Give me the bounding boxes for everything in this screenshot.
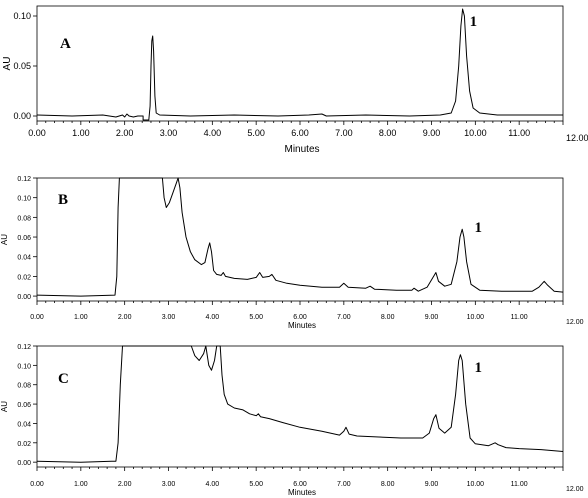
peak-label: 1 xyxy=(474,360,482,376)
x-axis-label: Minutes xyxy=(288,321,316,330)
x-tick-label: 11.00 xyxy=(511,481,528,488)
x-tick-label: 5.00 xyxy=(249,314,263,321)
x-tick-label: 10.00 xyxy=(467,314,485,321)
x-tick-label: 12.00 xyxy=(566,133,588,143)
y-tick-label: 0.08 xyxy=(17,215,31,222)
y-axis-label: AU xyxy=(2,57,13,71)
x-tick-label: 10.00 xyxy=(467,481,485,488)
y-tick-label: 0.12 xyxy=(17,344,31,351)
y-tick-label: 0.05 xyxy=(13,61,31,71)
x-tick-label: 2.00 xyxy=(116,128,134,138)
x-tick-label: 6.00 xyxy=(291,128,309,138)
x-tick-label: 12.00 xyxy=(566,486,584,493)
y-tick-label: 0.02 xyxy=(17,441,31,448)
y-axis-label: AU xyxy=(0,234,9,245)
peak-label: 1 xyxy=(470,14,478,30)
x-tick-label: 7.00 xyxy=(335,128,353,138)
y-tick-label: 0.10 xyxy=(13,11,31,21)
x-tick-label: 11.00 xyxy=(511,314,528,321)
y-tick-label: 0.08 xyxy=(17,383,31,390)
panel-letter: C xyxy=(58,371,69,387)
panel-a: 0.00 1.00 2.00 3.00 4.00 5.00 6.00 7.00 8.00 9.00… xyxy=(2,5,588,155)
peak-label: 1 xyxy=(474,220,482,236)
y-tick-label: 0.06 xyxy=(17,235,31,242)
x-axis-label: Minutes xyxy=(284,144,319,155)
panel-b: 0.00 1.00 2.00 3.00 4.00 5.00 6.00 7.00 8.00 9.00… xyxy=(0,176,584,330)
y-tick-label: 0.10 xyxy=(17,196,31,203)
chromatogram-trace xyxy=(36,345,564,463)
x-tick-label: 1.00 xyxy=(74,314,88,321)
x-tick-label: 6.00 xyxy=(293,314,307,321)
y-tick-label: 0.06 xyxy=(17,402,31,409)
x-tick-label: 4.00 xyxy=(204,128,222,138)
x-tick-label: 3.00 xyxy=(162,481,176,488)
x-tick-label: 1.00 xyxy=(74,481,88,488)
x-tick-label: 11.00 xyxy=(508,128,530,138)
x-tick-label: 9.00 xyxy=(425,481,439,488)
chromatogram-trace xyxy=(36,177,564,297)
x-tick-label: 8.00 xyxy=(381,314,395,321)
x-tick-label: 9.00 xyxy=(425,314,439,321)
x-tick-label: 3.00 xyxy=(160,128,178,138)
x-tick-label: 4.00 xyxy=(206,314,220,321)
plot-frame xyxy=(36,5,564,122)
x-tick-label: 7.00 xyxy=(337,314,351,321)
y-tick-label: 0.00 xyxy=(13,111,31,121)
x-tick-label: 6.00 xyxy=(293,481,307,488)
x-tick-label: 7.00 xyxy=(337,481,351,488)
y-tick-label: 0.04 xyxy=(17,255,31,262)
x-axis-label: Minutes xyxy=(288,488,316,497)
y-tick-label: 0.10 xyxy=(17,363,31,370)
x-tick-label: 0.00 xyxy=(30,314,44,321)
y-tick-label: 0.04 xyxy=(17,421,31,428)
x-tick-label: 12.00 xyxy=(566,319,584,326)
y-tick-label: 0.02 xyxy=(17,274,31,281)
plot-frame xyxy=(36,345,564,468)
y-axis-label: AU xyxy=(0,401,9,412)
x-tick-label: 9.00 xyxy=(423,128,441,138)
x-tick-label: 2.00 xyxy=(118,314,132,321)
x-tick-label: 2.00 xyxy=(118,481,132,488)
y-tick-label: 0.12 xyxy=(17,176,31,183)
x-tick-label: 8.00 xyxy=(379,128,397,138)
y-tick-label: 0.00 xyxy=(17,294,31,301)
chromatogram-trace xyxy=(36,8,563,121)
x-tick-label: 5.00 xyxy=(247,128,265,138)
panel-letter: A xyxy=(60,36,71,52)
x-tick-label: 4.00 xyxy=(206,481,220,488)
x-tick-label: 0.00 xyxy=(28,128,46,138)
panel-letter: B xyxy=(58,192,68,208)
panel-c: 0.00 1.00 2.00 3.00 4.00 5.00 6.00 7.00 8.00 9.00… xyxy=(0,344,584,497)
x-tick-label: 1.00 xyxy=(72,128,90,138)
y-tick-label: 0.00 xyxy=(17,460,31,467)
x-tick-label: 10.00 xyxy=(464,128,487,138)
x-tick-label: 0.00 xyxy=(30,481,44,488)
x-tick-label: 5.00 xyxy=(249,481,263,488)
x-tick-label: 8.00 xyxy=(381,481,395,488)
x-tick-label: 3.00 xyxy=(162,314,176,321)
